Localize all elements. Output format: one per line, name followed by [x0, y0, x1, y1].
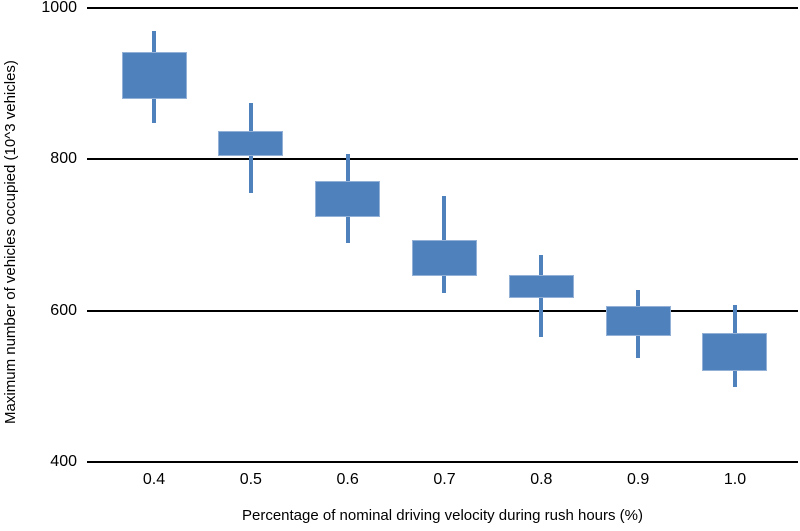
y-tick-label: 1000: [41, 0, 77, 16]
box: [121, 51, 187, 99]
x-tick-label: 1.0: [723, 471, 747, 488]
y-tick-label: 800: [50, 150, 77, 168]
x-tick-label: 0.5: [239, 471, 262, 488]
y-axis-title: Maximum number of vehicles occupied (10^…: [2, 60, 19, 424]
gridline: [87, 461, 798, 463]
x-tick-label: 0.9: [627, 471, 650, 488]
y-tick-label: 400: [50, 453, 77, 470]
x-tick-label: 0.6: [336, 471, 359, 488]
box: [411, 239, 477, 276]
x-tick-label: 0.7: [433, 471, 456, 488]
box: [508, 275, 574, 298]
x-tick-label: 0.4: [142, 471, 166, 488]
x-tick-label: 0.8: [530, 471, 553, 488]
box: [702, 333, 768, 372]
gridline: [87, 158, 798, 161]
y-tick-label: 600: [50, 301, 77, 319]
gridline: [87, 7, 798, 9]
box: [315, 180, 381, 217]
box: [605, 306, 671, 336]
x-axis-title: Percentage of nominal driving velocity d…: [241, 507, 644, 524]
gridline: [87, 309, 798, 312]
box: [218, 130, 284, 157]
